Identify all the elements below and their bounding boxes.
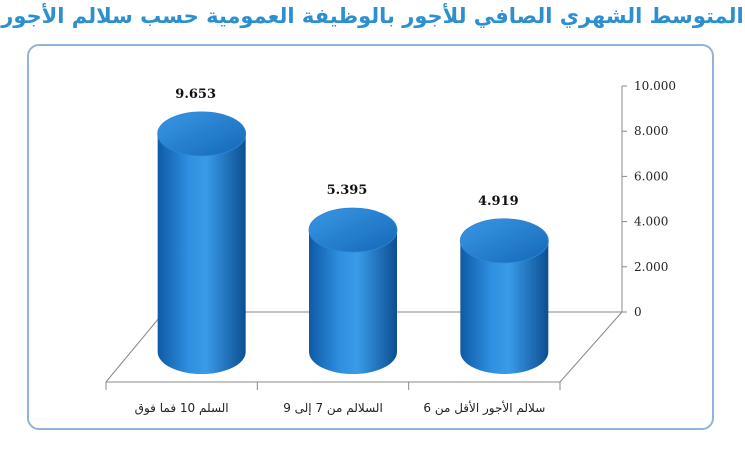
y-tick-label: 2.000 xyxy=(634,260,668,274)
floor-right-edge xyxy=(559,311,623,383)
floor-left-edge xyxy=(105,311,165,383)
data-label: 5.395 xyxy=(327,183,368,198)
chart-bars xyxy=(157,111,549,374)
bar-top xyxy=(459,218,549,264)
y-tick-label: 6.000 xyxy=(634,169,668,183)
y-tick-label: 4.000 xyxy=(634,215,668,229)
bar-top xyxy=(157,111,247,157)
bar xyxy=(459,218,549,374)
y-tick-label: 8.000 xyxy=(634,124,668,138)
x-tick-label: السلالم من 7 إلى 9 xyxy=(283,401,383,416)
bar-top xyxy=(308,207,398,253)
chart-title: المتوسط الشهري الصافي للأجور بالوظيفة ال… xyxy=(1,4,744,28)
y-tick-label: 0 xyxy=(634,305,642,319)
bar-body xyxy=(309,230,397,374)
x-tick-label: السلم 10 فما فوق xyxy=(135,401,229,416)
bar xyxy=(157,111,247,374)
bar-body xyxy=(460,240,549,374)
data-label: 4.919 xyxy=(478,194,519,209)
bar xyxy=(308,207,398,374)
x-tick-label: سلالم الأجور الأقل من 6 xyxy=(423,400,545,416)
chart-labels: 9.653 السلم 10 فما فوق 5.395 السلالم من 7 إ… xyxy=(135,87,546,416)
y-tick-label: 10.000 xyxy=(634,79,676,93)
data-label: 9.653 xyxy=(175,87,216,102)
bar-body xyxy=(157,133,246,374)
